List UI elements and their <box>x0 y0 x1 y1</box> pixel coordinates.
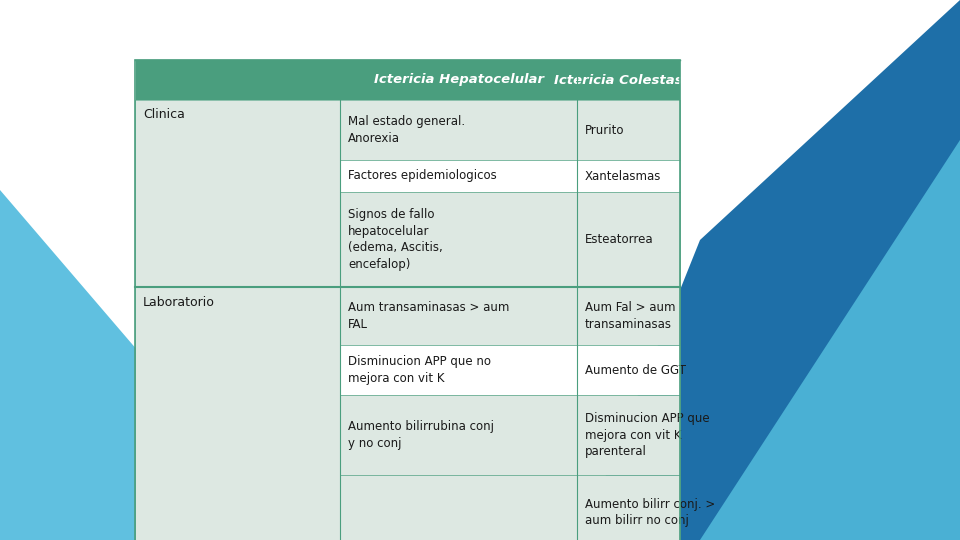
Text: Clinica: Clinica <box>143 109 185 122</box>
Bar <box>577 287 680 345</box>
Bar <box>577 60 680 100</box>
Text: Aum Fal > aum
transaminasas: Aum Fal > aum transaminasas <box>585 301 676 330</box>
Text: Aumento bilirrubina conj
y no conj: Aumento bilirrubina conj y no conj <box>348 420 494 450</box>
Bar <box>577 160 680 192</box>
Bar <box>577 345 680 395</box>
Polygon shape <box>700 140 960 540</box>
Bar <box>135 60 340 100</box>
Bar <box>340 475 577 540</box>
Bar <box>577 192 680 287</box>
Polygon shape <box>0 340 200 540</box>
Text: Xantelasmas: Xantelasmas <box>585 170 661 183</box>
Text: Esteatorrea: Esteatorrea <box>585 233 654 246</box>
Bar <box>577 475 680 540</box>
Bar <box>340 287 577 345</box>
Text: Disminucion APP que no
mejora con vit K: Disminucion APP que no mejora con vit K <box>348 355 491 384</box>
Bar <box>340 395 577 475</box>
Text: Prurito: Prurito <box>585 124 625 137</box>
Polygon shape <box>0 190 300 540</box>
Text: Laboratorio: Laboratorio <box>143 295 215 308</box>
Bar <box>135 60 680 540</box>
Bar <box>340 160 577 192</box>
Text: Aum transaminasas > aum
FAL: Aum transaminasas > aum FAL <box>348 301 510 330</box>
Text: Ictericia Hepatocelular: Ictericia Hepatocelular <box>373 73 543 86</box>
Text: Aumento bilirr conj. >
aum bilirr no conj: Aumento bilirr conj. > aum bilirr no con… <box>585 498 715 527</box>
Bar <box>577 100 680 160</box>
Text: Aumento de GGT: Aumento de GGT <box>585 363 686 376</box>
Polygon shape <box>580 0 960 540</box>
Text: Signos de fallo
hepatocelular
(edema, Ascitis,
encefalop): Signos de fallo hepatocelular (edema, As… <box>348 208 443 271</box>
Text: Disminucion APP que
mejora con vit K
parenteral: Disminucion APP que mejora con vit K par… <box>585 412 709 458</box>
Bar <box>340 60 577 100</box>
Text: Mal estado general.
Anorexia: Mal estado general. Anorexia <box>348 115 466 145</box>
Bar <box>135 287 340 540</box>
Bar <box>340 345 577 395</box>
Bar <box>340 100 577 160</box>
Bar <box>135 100 340 287</box>
Bar <box>340 192 577 287</box>
Text: Factores epidemiologicos: Factores epidemiologicos <box>348 170 496 183</box>
Text: Ictericia Colestasica: Ictericia Colestasica <box>554 73 704 86</box>
Bar <box>577 395 680 475</box>
Polygon shape <box>600 340 960 540</box>
